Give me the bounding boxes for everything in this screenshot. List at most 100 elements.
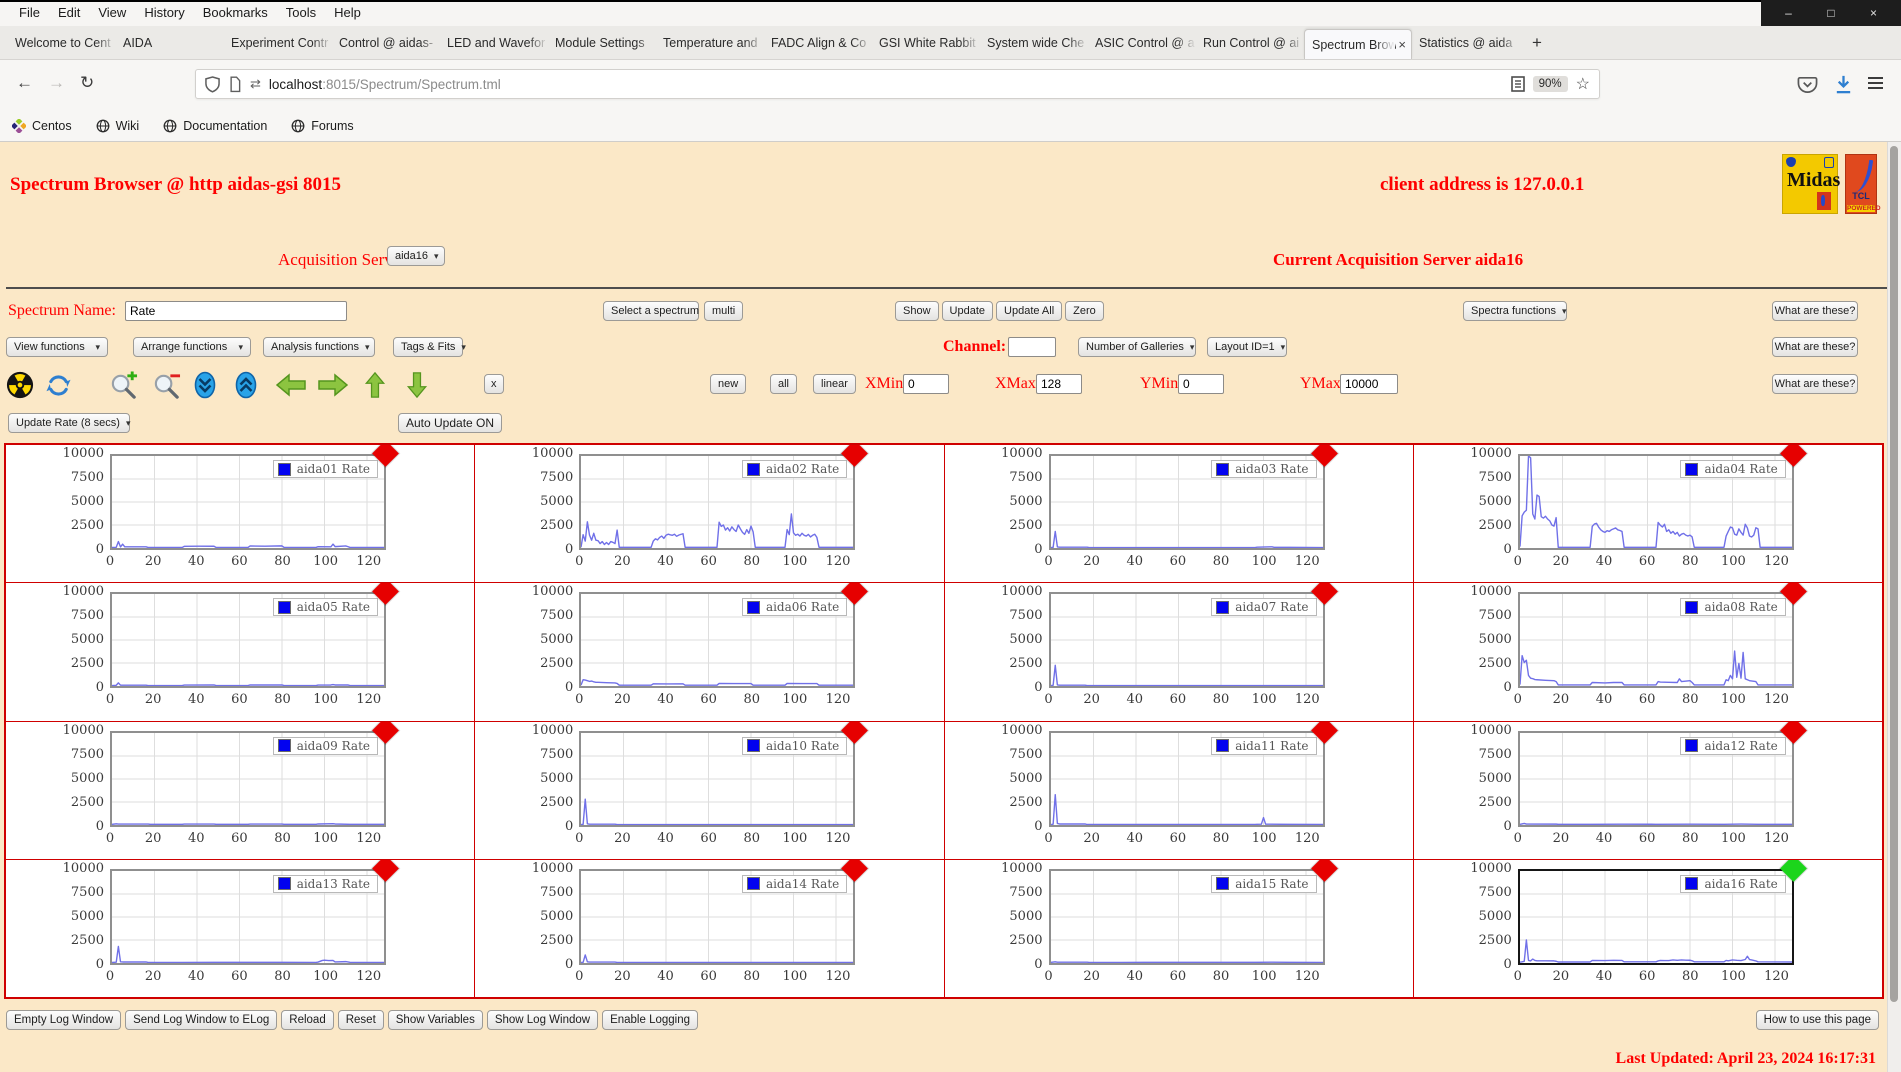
zoom-out-icon[interactable] xyxy=(151,369,181,401)
plot-area[interactable]: aida04 Rate xyxy=(1517,454,1794,550)
tab-statistics-aida[interactable]: Statistics @ aida xyxy=(1412,26,1520,59)
acquisition-server-select[interactable]: aida16 ▾ xyxy=(387,246,445,266)
close-icon[interactable]: × xyxy=(1869,6,1877,20)
url-bar[interactable]: ⇄ localhost:8015/Spectrum/Spectrum.tml 9… xyxy=(195,69,1600,99)
plot-area[interactable]: aida06 Rate xyxy=(579,592,856,689)
ymin-input[interactable] xyxy=(1178,374,1224,394)
plot-area[interactable]: aida12 Rate xyxy=(1517,730,1794,827)
spectrum-panel-aida15[interactable]: aida15 Rate 10000 7500 5000 2500 0 0 20 40 60 80 10… xyxy=(944,859,1413,997)
url-text[interactable]: localhost:8015/Spectrum/Spectrum.tml xyxy=(268,76,501,92)
select-a-spectrum[interactable]: Select a spectrum▾ xyxy=(603,301,710,321)
scroll-up-icon[interactable] xyxy=(231,369,261,401)
spectrum-panel-aida12[interactable]: aida12 Rate 10000 7500 5000 2500 0 0 20 40 60 80 10… xyxy=(1413,721,1882,859)
update-button[interactable]: Update xyxy=(941,301,994,321)
auto-update-button[interactable]: Auto Update ON xyxy=(398,413,503,433)
spectra-functions-select[interactable]: Spectra functions ▾ xyxy=(1463,301,1567,321)
tab-control-aidas[interactable]: Control @ aidas- xyxy=(332,26,440,59)
empty-log-window-button[interactable]: Empty Log Window xyxy=(6,1010,122,1030)
shield-icon[interactable] xyxy=(205,75,220,93)
plot-area[interactable]: aida01 Rate xyxy=(110,454,386,550)
spectrum-panel-aida11[interactable]: aida11 Rate 10000 7500 5000 2500 0 0 20 40 60 80 10… xyxy=(944,721,1413,859)
spectrum-panel-aida04[interactable]: aida04 Rate 10000 7500 5000 2500 0 0 20 40 60 80 10… xyxy=(1413,445,1882,583)
x-axis-button[interactable]: x xyxy=(484,374,504,394)
bookmark-wiki[interactable]: Wiki xyxy=(96,119,139,133)
zoom-level-badge[interactable]: 90% xyxy=(1532,76,1568,92)
new-button[interactable]: new xyxy=(710,374,747,394)
update-rate-select[interactable]: Update Rate (8 secs) ▾ xyxy=(8,413,130,433)
spectrum-panel-aida09[interactable]: aida09 Rate 10000 7500 5000 2500 0 0 20 40 60 80 10… xyxy=(6,721,475,859)
pan-left-icon[interactable] xyxy=(276,369,306,401)
number-of-galleries-select[interactable]: Number of Galleries ▾ xyxy=(1078,337,1196,357)
zero-button[interactable]: Zero xyxy=(1065,301,1104,321)
plot-area[interactable]: aida15 Rate xyxy=(1048,868,1325,965)
new-tab-button[interactable]: + xyxy=(1532,33,1542,52)
show-variables-button[interactable]: Show Variables xyxy=(387,1010,483,1030)
layout-id-select[interactable]: Layout ID=1 ▾ xyxy=(1207,337,1287,357)
pan-right-icon[interactable] xyxy=(318,369,348,401)
what-are-these-button-1[interactable]: What are these? xyxy=(1772,301,1858,321)
multi-button[interactable]: multi xyxy=(704,301,744,321)
spectrum-panel-aida08[interactable]: aida08 Rate 10000 7500 5000 2500 0 0 20 40 60 80 10… xyxy=(1413,583,1882,721)
spectrum-panel-aida13[interactable]: aida13 Rate 10000 7500 5000 2500 0 0 20 40 60 80 10… xyxy=(6,859,475,997)
reset-button[interactable]: Reset xyxy=(337,1010,384,1030)
bookmark-star-icon[interactable]: ☆ xyxy=(1575,76,1590,93)
linear-button[interactable]: linear xyxy=(813,374,856,394)
minimize-icon[interactable]: – xyxy=(1785,6,1792,20)
menu-edit[interactable]: Edit xyxy=(57,5,81,20)
plot-area[interactable]: aida16 Rate xyxy=(1517,868,1794,965)
downloads-icon[interactable] xyxy=(1833,74,1854,95)
hamburger-menu-icon[interactable] xyxy=(1868,82,1883,84)
page-info-icon[interactable] xyxy=(228,75,242,93)
back-icon[interactable]: ← xyxy=(16,73,33,92)
tab-system-wide-che[interactable]: System wide Che xyxy=(980,26,1088,59)
menu-bookmarks[interactable]: Bookmarks xyxy=(202,5,268,20)
tab-gsi-white-rabbit[interactable]: GSI White Rabbit xyxy=(872,26,980,59)
show-button[interactable]: Show xyxy=(895,301,939,321)
send-log-window-to-elog-button[interactable]: Send Log Window to ELog xyxy=(125,1010,278,1030)
tab-run-control-ai[interactable]: Run Control @ ai xyxy=(1196,26,1304,59)
pan-down-icon[interactable] xyxy=(402,369,432,401)
page-scrollbar[interactable] xyxy=(1887,142,1901,1072)
spectrum-panel-aida07[interactable]: aida07 Rate 10000 7500 5000 2500 0 0 20 40 60 80 10… xyxy=(944,583,1413,721)
tab-fadc-align-co[interactable]: FADC Align & Co xyxy=(764,26,872,59)
menu-view[interactable]: View xyxy=(98,5,127,20)
plot-area[interactable]: aida05 Rate xyxy=(110,592,386,689)
update-all-button[interactable]: Update All xyxy=(996,301,1063,321)
maximize-icon[interactable]: □ xyxy=(1827,6,1835,20)
xmax-input[interactable] xyxy=(1036,374,1082,394)
tab-led-and-wavefor[interactable]: LED and Wavefor xyxy=(440,26,548,59)
plot-area[interactable]: aida14 Rate xyxy=(579,868,856,965)
channel-input[interactable] xyxy=(1008,337,1056,357)
plot-area[interactable]: aida09 Rate xyxy=(110,730,386,827)
plot-area[interactable]: aida08 Rate xyxy=(1517,592,1794,689)
how-to-use-button[interactable]: How to use this page xyxy=(1755,1010,1879,1030)
spectrum-panel-aida06[interactable]: aida06 Rate 10000 7500 5000 2500 0 0 20 40 60 80 10… xyxy=(475,583,944,721)
spectrum-panel-aida02[interactable]: aida02 Rate 10000 7500 5000 2500 0 0 20 40 60 80 10… xyxy=(475,445,944,583)
menu-file[interactable]: File xyxy=(19,5,40,20)
arrange-functions-select[interactable]: Arrange functions ▾ xyxy=(133,337,251,357)
bookmark-documentation[interactable]: Documentation xyxy=(163,119,267,133)
plot-area[interactable]: aida10 Rate xyxy=(579,730,856,827)
menu-history[interactable]: History xyxy=(144,5,185,20)
what-are-these-button-2[interactable]: What are these? xyxy=(1772,337,1858,357)
forward-icon[interactable]: → xyxy=(48,73,65,92)
plot-area[interactable]: aida13 Rate xyxy=(110,868,386,965)
menu-tools[interactable]: Tools xyxy=(285,5,317,20)
tags-fits-select[interactable]: Tags & Fits ▾ xyxy=(393,337,466,357)
spectrum-name-input[interactable] xyxy=(125,301,347,321)
plot-area[interactable]: aida02 Rate xyxy=(579,454,856,550)
all-button[interactable]: all xyxy=(770,374,798,394)
spectrum-panel-aida14[interactable]: aida14 Rate 10000 7500 5000 2500 0 0 20 40 60 80 10… xyxy=(475,859,944,997)
tab-temperature-and[interactable]: Temperature and xyxy=(656,26,764,59)
xmin-input[interactable] xyxy=(903,374,949,394)
refresh-icon[interactable] xyxy=(43,369,73,401)
reader-mode-icon[interactable] xyxy=(1510,76,1525,92)
pan-up-icon[interactable] xyxy=(360,369,390,401)
spectrum-panel-aida16[interactable]: aida16 Rate 10000 7500 5000 2500 0 0 20 40 60 80 10… xyxy=(1413,859,1882,997)
tab-spectrum-brow[interactable]: Spectrum Brow × xyxy=(1304,29,1412,59)
scrollbar-thumb[interactable] xyxy=(1890,146,1898,1002)
view-functions-select[interactable]: View functions ▾ xyxy=(6,337,108,357)
plot-area[interactable]: aida11 Rate xyxy=(1048,730,1325,827)
menu-help[interactable]: Help xyxy=(334,5,361,20)
spectrum-panel-aida01[interactable]: aida01 Rate 10000 7500 5000 2500 0 0 20 40 60 80 10… xyxy=(6,445,475,583)
